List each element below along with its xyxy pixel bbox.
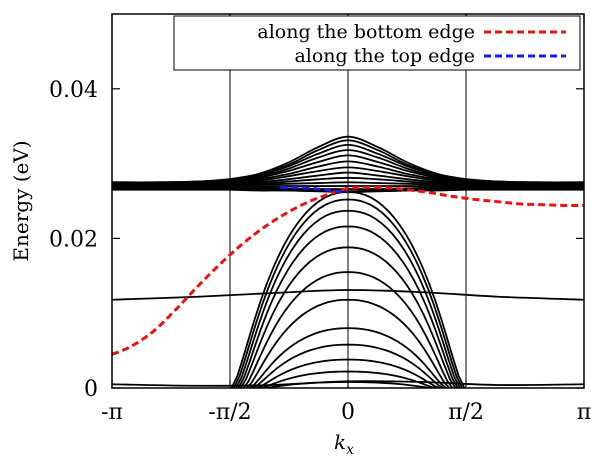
dome-band-4: [239, 246, 457, 388]
dome-band-5: [242, 271, 454, 388]
x-axis-title: kx: [334, 430, 354, 458]
legend-label-top-edge: along the top edge: [294, 45, 475, 67]
vertical-guide-lines: [229, 14, 467, 388]
dome-band-6: [245, 298, 451, 388]
axis-tick-labels: -π -π/2 0 π/2 π 0 0.02 0.04: [49, 78, 591, 425]
legend-box: [173, 15, 581, 71]
series-top-edge: [280, 185, 349, 194]
flat-band: [112, 289, 584, 301]
legend: along the bottom edge along the top edge: [173, 15, 581, 71]
dome-band-10: [259, 370, 437, 388]
dome-band-3: [237, 225, 459, 388]
series-bottom-edge: [112, 185, 584, 356]
series-layer: [112, 135, 584, 388]
x-tick-label-3: π/2: [448, 400, 484, 425]
y-tick-label-1: 0.02: [49, 227, 98, 252]
x-tick-label-2: 0: [341, 400, 355, 425]
dome-band-9: [256, 358, 440, 388]
legend-label-bottom-edge: along the bottom edge: [257, 21, 475, 43]
dome-band-7: [249, 327, 447, 388]
y-tick-label-2: 0.04: [49, 78, 98, 103]
x-axis-title-main: k: [334, 430, 346, 454]
x-tick-label-1: -π/2: [208, 400, 251, 425]
y-tick-label-0: 0: [84, 377, 98, 402]
x-tick-label-4: π: [577, 400, 591, 425]
y-axis-title: Energy (eV): [9, 140, 33, 261]
bulk-band-10: [112, 185, 584, 188]
dome-band-8: [252, 343, 444, 388]
dome-band-2: [235, 209, 461, 388]
x-tick-label-0: -π: [101, 400, 123, 425]
dome-band-1: [233, 198, 463, 388]
x-axis-title-sub: x: [346, 442, 354, 458]
